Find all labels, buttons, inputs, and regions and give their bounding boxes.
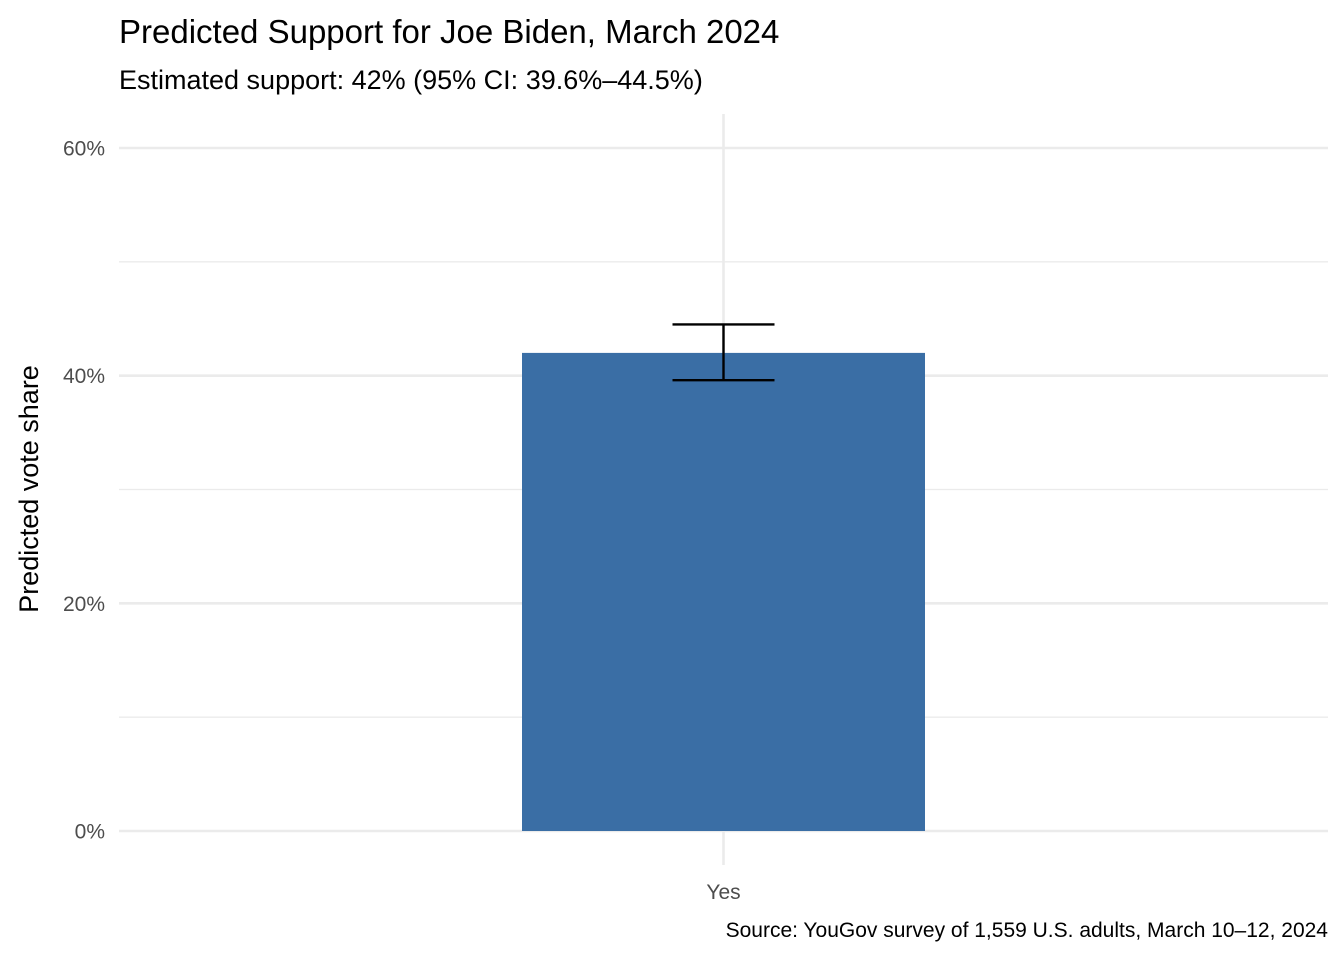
chart-caption: Source: YouGov survey of 1,559 U.S. adul… bbox=[725, 919, 1328, 942]
y-axis-title: Predicted vote share bbox=[14, 365, 44, 613]
chart-subtitle: Estimated support: 42% (95% CI: 39.6%–44… bbox=[119, 65, 703, 95]
x-axis-ticks: Yes bbox=[706, 881, 740, 904]
bars bbox=[522, 352, 925, 831]
y-tick-label: 0% bbox=[75, 821, 105, 844]
y-tick-label: 40% bbox=[63, 365, 105, 388]
bar-yes bbox=[522, 352, 925, 831]
error-bars bbox=[672, 323, 775, 382]
y-tick-label: 20% bbox=[63, 593, 105, 616]
x-tick-label: Yes bbox=[706, 881, 740, 904]
chart-title: Predicted Support for Joe Biden, March 2… bbox=[119, 13, 780, 50]
y-tick-label: 60% bbox=[63, 138, 105, 161]
y-axis-ticks: 0% 20% 40% 60% bbox=[63, 138, 105, 844]
